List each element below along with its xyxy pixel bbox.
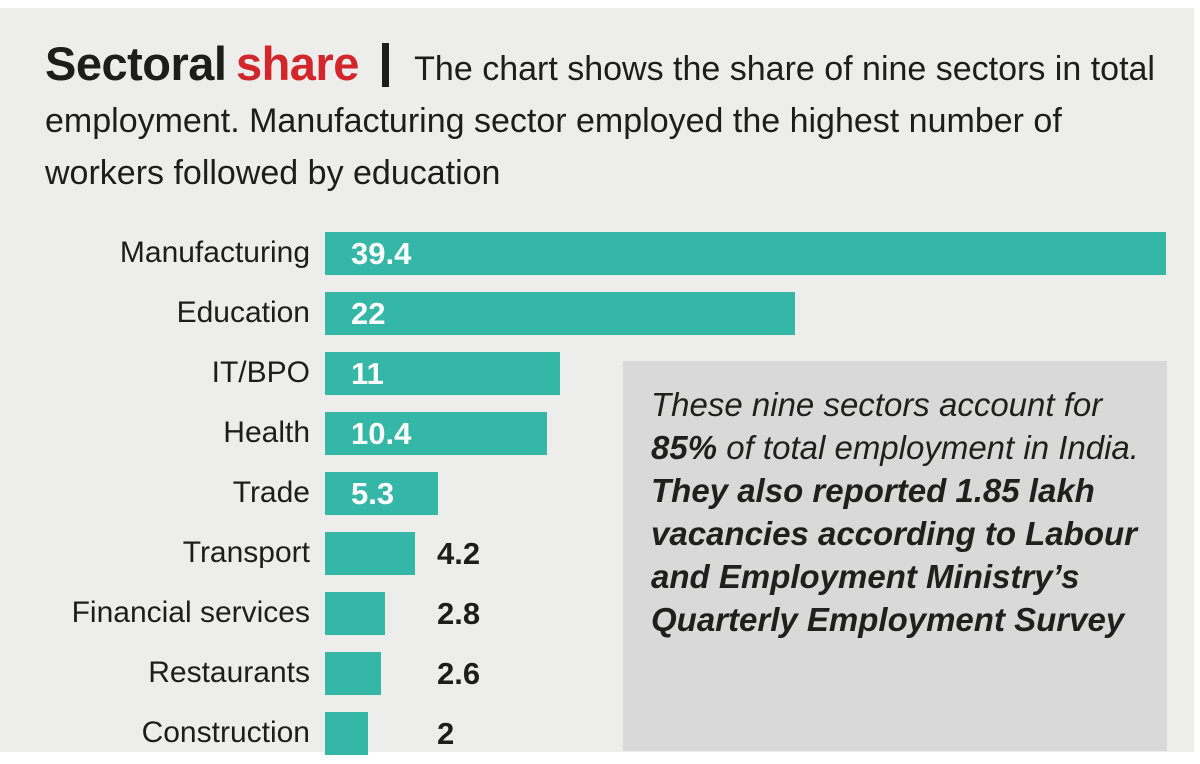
category-label: Manufacturing	[119, 236, 310, 269]
bar	[325, 711, 368, 755]
bar-track: 2.6	[325, 651, 1166, 695]
note-stat-bold: 85%	[651, 429, 718, 466]
infographic-card: Sectoral share The chart shows the share…	[0, 8, 1194, 755]
chart-row: Manufacturing 39.4	[40, 223, 1166, 283]
page-title-accent: share	[235, 37, 359, 90]
bar-track: 2	[325, 711, 1166, 755]
bar	[325, 351, 560, 395]
note-text-regular: These nine sectors account for	[651, 386, 1103, 423]
bar	[325, 651, 381, 695]
note-box: These nine sectors account for 85% of to…	[623, 361, 1167, 751]
bar	[325, 531, 415, 575]
bar-track: 22	[325, 291, 1166, 335]
category-label: Construction	[141, 716, 310, 749]
chart-row: Restaurants 2.6	[40, 643, 1166, 703]
value-label: 2	[437, 715, 455, 751]
value-label: 22	[351, 295, 386, 331]
title-divider-bar	[382, 43, 390, 87]
value-label: 10.4	[351, 415, 412, 451]
bar-track: 39.4	[325, 231, 1166, 275]
chart-row: Financial services 2.8	[40, 583, 1166, 643]
chart-row: IT/BPO 11	[40, 343, 1166, 403]
value-label: 11	[351, 355, 384, 391]
header: Sectoral share The chart shows the share…	[45, 38, 1165, 199]
bar	[325, 291, 795, 335]
category-label: Trade	[232, 476, 310, 509]
value-label: 2.8	[437, 595, 481, 631]
note-bold-sentence: They also reported 1.85 lakh vacancies a…	[651, 472, 1137, 638]
bar	[325, 231, 1166, 275]
chart-row: Transport 4.2	[40, 523, 1166, 583]
bar-track: 4.2	[325, 531, 1166, 575]
bar	[325, 591, 385, 635]
bar-track: 5.3	[325, 471, 1166, 515]
bar	[325, 411, 548, 455]
category-label: IT/BPO	[211, 356, 310, 389]
page-title: Sectoral	[45, 37, 227, 90]
bar-chart: Manufacturing 39.4 Education 22 IT/BPO 11 Heal…	[40, 223, 1166, 763]
bar-track: 10.4	[325, 411, 1166, 455]
bar	[325, 471, 439, 515]
chart-row: Construction 2	[40, 703, 1166, 763]
category-label: Financial services	[71, 596, 310, 629]
value-label: 39.4	[351, 235, 412, 271]
category-label: Transport	[182, 536, 310, 569]
value-label: 2.6	[437, 655, 481, 691]
value-label: 5.3	[351, 475, 395, 511]
chart-description: The chart shows the share of nine sector…	[45, 50, 1155, 192]
bar-track: 2.8	[325, 591, 1166, 635]
category-label: Education	[176, 296, 310, 329]
bar-track: 11	[325, 351, 1166, 395]
chart-row: Health 10.4	[40, 403, 1166, 463]
note-text-regular-post: of total employment in India.	[717, 429, 1139, 466]
chart-row: Education 22	[40, 283, 1166, 343]
chart-row: Trade 5.3	[40, 463, 1166, 523]
category-label: Restaurants	[148, 656, 310, 689]
category-label: Health	[223, 416, 310, 449]
value-label: 4.2	[437, 535, 481, 571]
